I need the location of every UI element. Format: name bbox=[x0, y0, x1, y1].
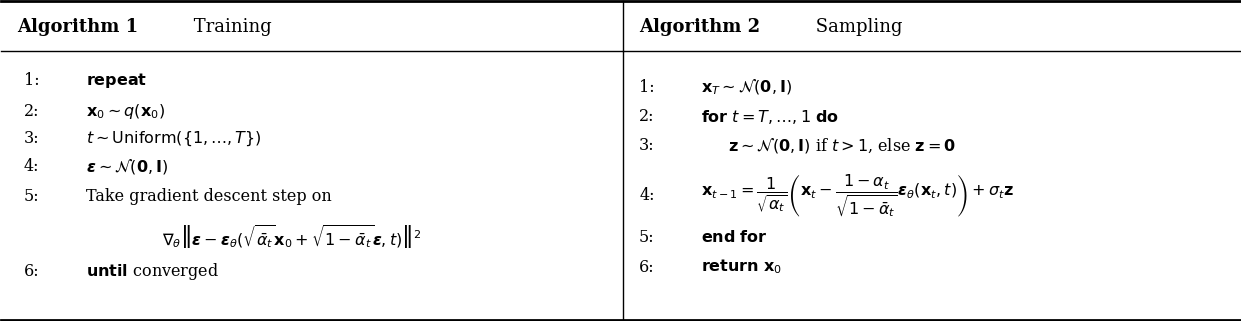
Text: $\mathbf{x}_0 \sim q(\mathbf{x}_0)$: $\mathbf{x}_0 \sim q(\mathbf{x}_0)$ bbox=[86, 102, 165, 121]
Text: $\nabla_\theta \left\|\boldsymbol{\epsilon} - \boldsymbol{\epsilon}_\theta(\sqrt: $\nabla_\theta \left\|\boldsymbol{\epsil… bbox=[163, 224, 422, 251]
Text: 4:: 4: bbox=[24, 158, 40, 175]
Text: $t \sim \mathrm{Uniform}(\{1,\ldots,T\})$: $t \sim \mathrm{Uniform}(\{1,\ldots,T\})… bbox=[86, 130, 262, 148]
Text: 3:: 3: bbox=[639, 137, 655, 154]
Text: $\boldsymbol{\epsilon} \sim \mathcal{N}(\mathbf{0}, \mathbf{I})$: $\boldsymbol{\epsilon} \sim \mathcal{N}(… bbox=[86, 157, 168, 176]
Text: $\mathbf{x}_T \sim \mathcal{N}(\mathbf{0}, \mathbf{I})$: $\mathbf{x}_T \sim \mathcal{N}(\mathbf{0… bbox=[701, 78, 792, 97]
Text: 3:: 3: bbox=[24, 130, 40, 147]
Text: 6:: 6: bbox=[639, 259, 655, 276]
Text: $\mathbf{end\ for}$: $\mathbf{end\ for}$ bbox=[701, 229, 768, 246]
Text: 5:: 5: bbox=[639, 229, 655, 246]
Text: Training: Training bbox=[189, 18, 272, 36]
Text: Sampling: Sampling bbox=[810, 18, 902, 36]
Text: 2:: 2: bbox=[24, 103, 40, 120]
Text: 2:: 2: bbox=[639, 108, 654, 125]
Text: $\mathbf{z} \sim \mathcal{N}(\mathbf{0}, \mathbf{I})$ if $t > 1$, else $\mathbf{: $\mathbf{z} \sim \mathcal{N}(\mathbf{0},… bbox=[728, 136, 957, 155]
Text: 6:: 6: bbox=[24, 263, 40, 280]
Text: 1:: 1: bbox=[639, 79, 655, 96]
Text: Take gradient descent step on: Take gradient descent step on bbox=[86, 188, 331, 205]
Text: $\mathbf{return}\ \mathbf{x}_0$: $\mathbf{return}\ \mathbf{x}_0$ bbox=[701, 258, 782, 276]
Text: 1:: 1: bbox=[24, 73, 40, 90]
Text: $\mathbf{for}$ $t = T, \ldots, 1$ $\mathbf{do}$: $\mathbf{for}$ $t = T, \ldots, 1$ $\math… bbox=[701, 108, 839, 126]
Text: 5:: 5: bbox=[24, 188, 40, 205]
Text: $\mathbf{x}_{t-1} = \dfrac{1}{\sqrt{\alpha_t}}\left(\mathbf{x}_t - \dfrac{1-\alp: $\mathbf{x}_{t-1} = \dfrac{1}{\sqrt{\alp… bbox=[701, 172, 1014, 219]
Text: 4:: 4: bbox=[639, 187, 654, 204]
Text: Algorithm 1: Algorithm 1 bbox=[17, 18, 139, 36]
Text: $\mathbf{until}$ converged: $\mathbf{until}$ converged bbox=[86, 261, 218, 282]
Text: Algorithm 2: Algorithm 2 bbox=[639, 18, 761, 36]
Text: $\mathbf{repeat}$: $\mathbf{repeat}$ bbox=[86, 72, 146, 91]
